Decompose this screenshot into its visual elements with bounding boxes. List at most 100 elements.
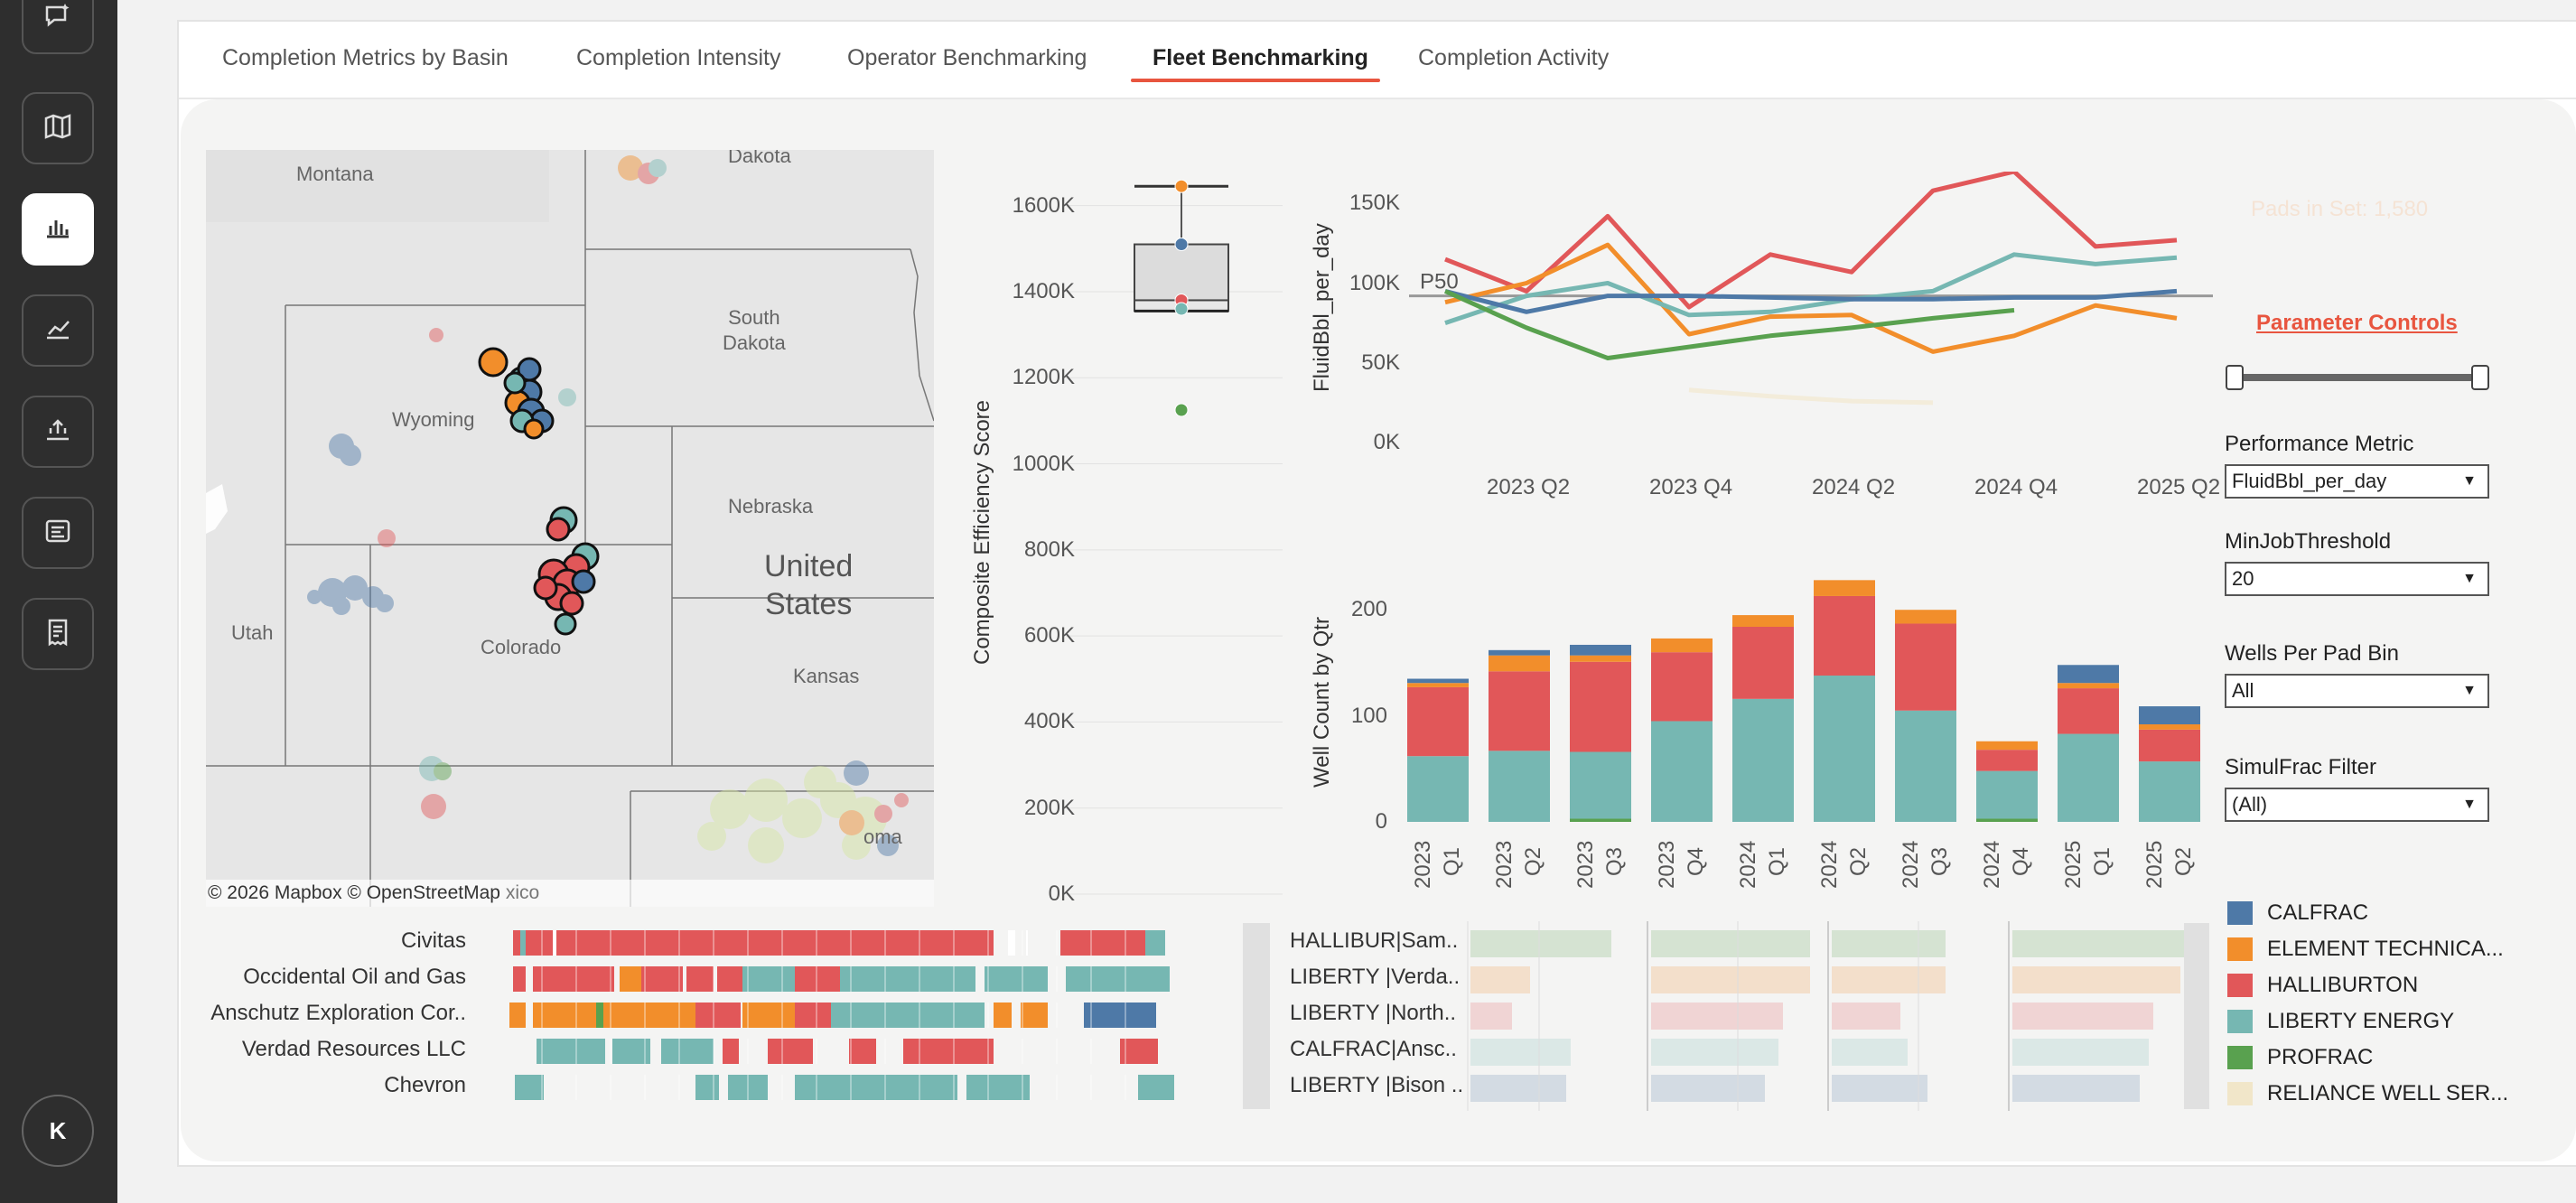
rail-button-upload-chart[interactable]	[22, 396, 94, 468]
bar-segment	[1489, 751, 1550, 822]
user-avatar[interactable]: K	[22, 1095, 94, 1167]
boxplot-point	[1174, 238, 1189, 252]
fleet-gantt-bar	[1832, 966, 1946, 993]
bar-x-tick-quarter: Q4	[2009, 846, 2033, 876]
tab-completion-intensity[interactable]: Completion Intensity	[576, 45, 781, 70]
efficiency-boxplot[interactable]	[1066, 163, 1283, 903]
range-slider-max-handle[interactable]	[2471, 365, 2489, 390]
chevron-down-icon: ▼	[2462, 571, 2477, 586]
chevron-down-icon: ▼	[2462, 797, 2477, 812]
state-borders	[206, 150, 934, 907]
bar-x-tick-quarter: Q4	[1684, 846, 1708, 876]
rail-button-report[interactable]	[22, 497, 94, 569]
fleet-gantt-scrollbar[interactable]	[2184, 923, 2209, 1109]
line-x-tick: 2023 Q2	[1487, 475, 1571, 499]
bar-chart-icon	[42, 211, 74, 248]
line-x-tick: 2024 Q4	[1974, 475, 2058, 499]
boxplot-y-tick: 400K	[1023, 709, 1075, 734]
fleet-gantt-bar	[1832, 1002, 1900, 1030]
gantt-bar	[641, 966, 683, 992]
gantt-scrollbar[interactable]	[1243, 923, 1270, 1109]
line-y-axis-title: FluidBbl_per_day	[1310, 223, 1334, 392]
fleet-gantt-bar	[2012, 1039, 2149, 1066]
map-label-oma: oma	[863, 825, 902, 848]
line-series	[1444, 172, 2178, 310]
fleet-label: LIBERTY |Bison ..	[1290, 1073, 1461, 1097]
boxplot-y-tick: 0K	[1048, 881, 1075, 906]
well-count-bar-chart[interactable]	[1402, 578, 2215, 831]
gantt-bar	[695, 1002, 741, 1028]
range-slider-min-handle[interactable]	[2226, 365, 2244, 390]
simulfrac-filter-select[interactable]: (All) ▼	[2225, 788, 2489, 822]
bar-x-tick-quarter: Q3	[1927, 846, 1952, 876]
min-job-threshold-select[interactable]: 20 ▼	[2225, 562, 2489, 596]
legend-swatch	[2227, 974, 2253, 997]
line-series	[1688, 387, 1934, 406]
boxplot-y-tick: 1400K	[1012, 278, 1075, 303]
tab-completion-metrics-by-basin[interactable]: Completion Metrics by Basin	[222, 45, 509, 70]
map-label-wyoming: Wyoming	[392, 408, 475, 431]
map-attribution[interactable]: © 2026 Mapbox © OpenStreetMap xico	[206, 880, 934, 907]
performance-metric-select[interactable]: FluidBbl_per_day ▼	[2225, 464, 2489, 499]
legend-swatch	[2227, 1046, 2253, 1069]
bar-segment	[1570, 655, 1631, 662]
bar-y-tick: 100	[1350, 703, 1387, 728]
bar-x-tick-quarter: Q1	[1765, 846, 1789, 876]
operator-gantt-chart[interactable]	[506, 921, 1210, 1111]
wells-per-pad-select[interactable]: All ▼	[2225, 674, 2489, 708]
legend-item[interactable]: PROFRAC	[2227, 1044, 2373, 1071]
map-label-kansas: Kansas	[793, 665, 860, 687]
fleet-label: CALFRAC|Ansc..	[1290, 1037, 1457, 1061]
rail-button-receipt[interactable]	[22, 598, 94, 670]
map-attribution-text[interactable]: © 2026 Mapbox © OpenStreetMap	[208, 882, 500, 903]
bar-x-tick-year: 2025	[2061, 840, 2086, 889]
legend-item[interactable]: HALLIBURTON	[2227, 972, 2418, 999]
line-x-tick: 2023 Q4	[1649, 475, 1733, 499]
bar-x-tick-quarter: Q2	[1846, 846, 1871, 876]
range-slider-track[interactable]	[2233, 374, 2482, 381]
bar-segment	[1570, 751, 1631, 819]
bar-segment	[1407, 686, 1469, 757]
map-label-montana: Montana	[296, 163, 374, 185]
boxplot-point	[1174, 302, 1189, 316]
boxplot-y-tick: 1000K	[1012, 451, 1075, 476]
bar-x-tick-year: 2023	[1573, 840, 1598, 889]
report-icon	[42, 515, 74, 552]
tab-completion-activity[interactable]: Completion Activity	[1418, 45, 1610, 70]
legend-item[interactable]: LIBERTY ENERGY	[2227, 1008, 2454, 1035]
bar-x-tick-year: 2024	[1817, 840, 1842, 889]
bar-x-tick-quarter: Q1	[2090, 846, 2114, 876]
gantt-bar	[612, 1039, 650, 1064]
line-series	[1443, 289, 2015, 360]
gantt-bar	[515, 1075, 544, 1100]
legend-label: HALLIBURTON	[2267, 973, 2419, 997]
map-label-colorado: Colorado	[481, 636, 562, 658]
well-map[interactable]: Montana Dakota South Dakota Wyoming Nebr…	[206, 150, 934, 907]
rail-button-chat-sparkle[interactable]	[22, 0, 94, 54]
bar-segment	[1407, 683, 1469, 687]
bar-x-tick-quarter: Q3	[1602, 846, 1627, 876]
fleet-gantt-chart[interactable]	[1467, 921, 2189, 1111]
rail-button-map[interactable]	[22, 92, 94, 164]
legend-item[interactable]: ELEMENT TECHNICA...	[2227, 936, 2504, 963]
legend-item[interactable]: RELIANCE WELL SER...	[2227, 1080, 2508, 1107]
bar-segment	[1814, 580, 1875, 596]
gantt-bar	[533, 966, 614, 992]
bar-segment	[1895, 610, 1956, 624]
rail-button-bar-chart[interactable]	[22, 193, 94, 266]
boxplot-y-tick: 800K	[1023, 536, 1075, 562]
bar-segment	[1489, 655, 1550, 672]
legend-label: PROFRAC	[2267, 1045, 2374, 1069]
gantt-bar	[509, 1002, 526, 1028]
legend-swatch	[2227, 1082, 2253, 1105]
chat-sparkle-icon	[42, 0, 74, 37]
bar-x-tick-year: 2023	[1655, 840, 1679, 889]
tab-fleet-benchmarking[interactable]: Fleet Benchmarking	[1153, 45, 1368, 70]
tab-operator-benchmarking[interactable]: Operator Benchmarking	[847, 45, 1087, 70]
fleet-gantt-bar	[1470, 1039, 1571, 1066]
gantt-bar	[596, 1002, 603, 1028]
legend-item[interactable]: CALFRAC	[2227, 900, 2368, 927]
parameter-controls-link[interactable]: Parameter Controls	[2256, 311, 2458, 335]
rail-button-line-chart[interactable]	[22, 294, 94, 367]
fluid-line-chart[interactable]: P50	[1409, 172, 2213, 461]
